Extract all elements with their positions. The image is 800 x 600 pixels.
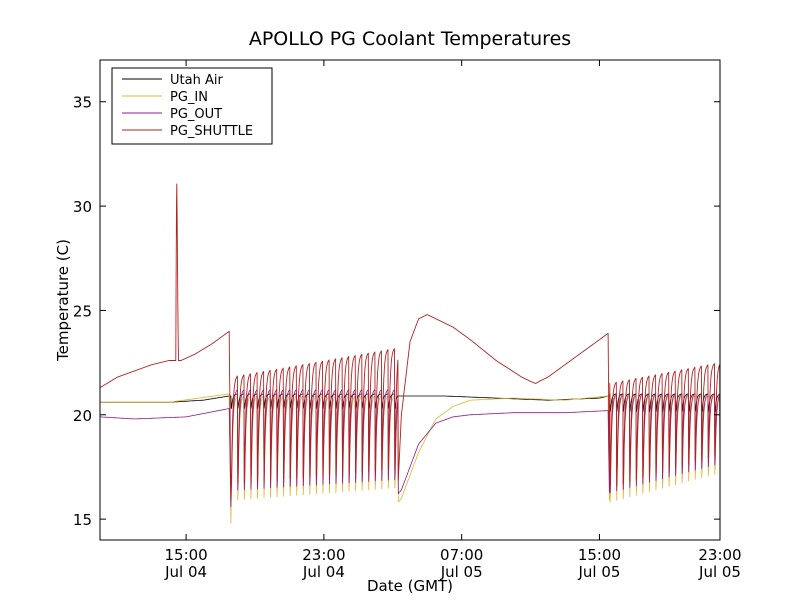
x-tick-label-date: Jul 04 xyxy=(302,563,345,581)
y-tick-label: 20 xyxy=(73,407,92,425)
x-tick-label-date: Jul 05 xyxy=(440,563,483,581)
plot-frame xyxy=(99,59,721,541)
y-tick-label: 35 xyxy=(73,94,92,112)
x-axis-label: Date (GMT) xyxy=(367,577,453,595)
legend-label: PG_SHUTTLE xyxy=(170,124,253,139)
x-tick-label-time: 23:00 xyxy=(302,546,345,564)
x-tick-label-time: 07:00 xyxy=(440,546,483,564)
y-tick-label: 30 xyxy=(73,198,92,216)
y-axis-label: Temperature (C) xyxy=(54,239,72,362)
legend: Utah Air PG_IN PG_OUT PG_SHUTTLE xyxy=(111,67,273,145)
legend-box xyxy=(111,67,273,145)
series-layer xyxy=(99,183,721,524)
legend-label: PG_IN xyxy=(170,90,208,105)
series-line-pg-in xyxy=(99,393,721,524)
y-tick-label: 25 xyxy=(73,302,92,320)
x-tick-label-time: 15:00 xyxy=(164,546,207,564)
x-tick-label-time: 15:00 xyxy=(578,546,621,564)
series-line-pg-out xyxy=(99,389,721,508)
x-tick-label-date: Jul 05 xyxy=(698,563,741,581)
series-line-pg-shuttle xyxy=(99,183,721,499)
legend-label: Utah Air xyxy=(170,73,223,88)
x-tick-label-date: Jul 05 xyxy=(577,563,620,581)
legend-label: PG_OUT xyxy=(170,107,222,122)
chart-title: APOLLO PG Coolant Temperatures xyxy=(249,28,571,50)
x-tick-label-time: 23:00 xyxy=(698,546,741,564)
y-tick-label: 15 xyxy=(73,511,92,529)
x-tick-label-date: Jul 04 xyxy=(164,563,207,581)
